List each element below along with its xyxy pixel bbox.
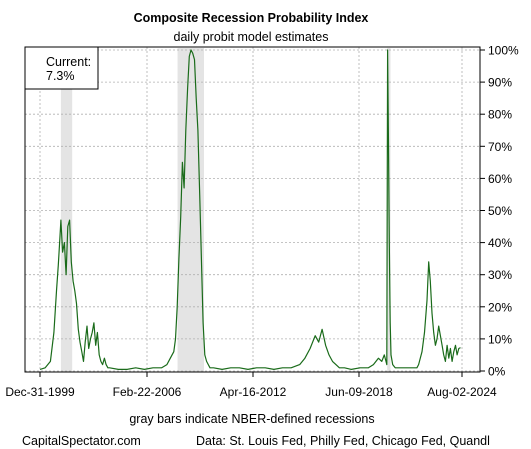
x-tick-label-2: Apr-16-2012 [220,385,287,399]
x-axis: Dec-31-1999 Feb-22-2006 Apr-16-2012 Jun-09-… [5,372,497,399]
y-tick-label-9: 90% [488,76,512,90]
current-box-frame [24,46,99,90]
x-tick-label-4: Aug-02-2024 [427,385,497,399]
current-label: Current: [46,55,91,69]
y-tick-label-1: 10% [488,332,512,346]
footer-data-sources: Data: St. Louis Fed, Philly Fed, Chicago… [196,434,490,448]
y-tick-label-8: 80% [488,108,512,122]
y-tick-label-4: 40% [488,236,512,250]
series-lines [39,49,461,370]
y-tick-label-7: 70% [488,140,512,154]
y-tick-label-3: 30% [488,268,512,282]
chart-title: Composite Recession Probability Index [134,11,369,25]
x-tick-label-1: Feb-22-2006 [113,385,182,399]
current-value-box: Current: 7.3% [24,46,99,90]
x-tick-label-3: Jun-09-2018 [325,385,393,399]
current-value: 7.3% [46,69,75,83]
footer-source-site: CapitalSpectator.com [22,434,141,448]
chart-subtitle: daily probit model estimates [174,30,329,44]
recession-bar-1 [60,48,73,372]
series-line-1 [39,49,461,370]
y-axis: 0% 10% 20% 30% 40% 50% 60% 70% 80% 90% 100% [480,44,519,379]
y-tick-label-2: 20% [488,300,512,314]
y-tick-label-5: 50% [488,204,512,218]
y-tick-label-0: 0% [488,365,506,379]
y-tick-label-10: 100% [488,44,519,58]
x-tick-label-0: Dec-31-1999 [5,385,75,399]
y-tick-label-6: 60% [488,172,512,186]
chart-caption: gray bars indicate NBER-defined recessio… [129,412,374,426]
